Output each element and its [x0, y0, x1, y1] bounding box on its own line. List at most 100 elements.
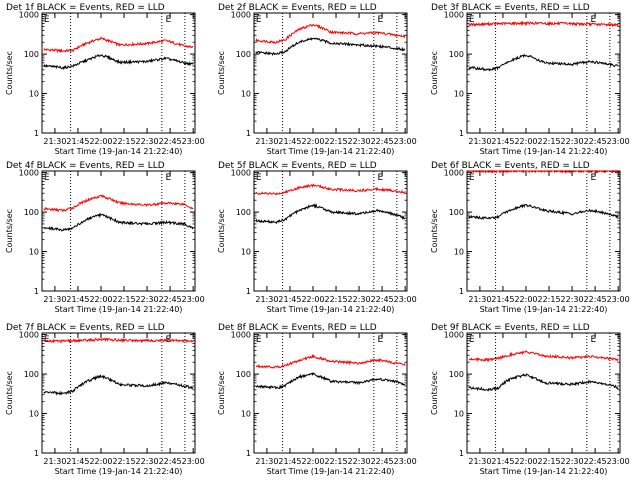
- x-tick-label: 23:00: [394, 457, 417, 466]
- x-tick-label: 22:00: [514, 457, 537, 466]
- plot-frame: [41, 12, 196, 134]
- x-tick-label: 21:30: [468, 295, 491, 304]
- y-axis-label: Counts/sec: [217, 371, 226, 415]
- x-tick-label: 21:45: [66, 457, 89, 466]
- x-tick-label: 22:45: [584, 295, 607, 304]
- y-axis-label: Counts/sec: [217, 209, 226, 253]
- event-marker-label: E: [44, 335, 50, 345]
- chart-panel-1: Det 1f BLACK = Events, RED = LLD Counts/s…: [5, 3, 205, 156]
- x-tick-label: 22:00: [301, 457, 324, 466]
- x-axis-label: Start Time (19-Jan-14 21:22:40): [267, 305, 395, 314]
- x-tick-label: 23:00: [182, 137, 205, 146]
- y-tick-label: 1000: [231, 169, 251, 178]
- x-tick-label: 22:15: [112, 137, 135, 146]
- events-series-line: [255, 371, 406, 390]
- chart-panel-8: Det 8f BLACK = Events, RED = LLD Counts/s…: [217, 323, 417, 476]
- x-tick-label: 21:45: [278, 295, 301, 304]
- chart-title: Det 5f BLACK = Events, RED = LLD: [218, 161, 377, 171]
- x-tick-label: 23:00: [394, 295, 417, 304]
- y-tick-label: 1: [34, 287, 39, 296]
- y-axis-label: Counts/sec: [430, 51, 439, 95]
- y-tick-label: 10: [454, 410, 464, 419]
- y-tick-label: 1000: [19, 331, 39, 340]
- y-tick-label: 100: [449, 370, 464, 379]
- lld-series-line: [43, 36, 194, 54]
- x-tick-label: 22:45: [584, 137, 607, 146]
- x-tick-label: 21:30: [43, 457, 66, 466]
- chart-title: Det 9f BLACK = Events, RED = LLD: [431, 323, 590, 333]
- y-tick-label: 1000: [19, 169, 39, 178]
- y-tick-label: 1000: [444, 169, 464, 178]
- chart-panel-4: Det 4f BLACK = Events, RED = LLD Counts/s…: [5, 161, 205, 314]
- lld-series-line: [468, 350, 619, 363]
- chart-title: Det 8f BLACK = Events, RED = LLD: [218, 323, 377, 333]
- y-axis-label: Counts/sec: [217, 51, 226, 95]
- event-marker-label: E: [378, 335, 384, 345]
- y-tick-label: 1000: [444, 331, 464, 340]
- y-tick-label: 1: [246, 287, 251, 296]
- event-marker-label: E: [44, 173, 50, 183]
- x-tick-label: 22:00: [89, 295, 112, 304]
- event-marker-label: E: [256, 15, 262, 25]
- chart-title: Det 1f BLACK = Events, RED = LLD: [6, 3, 165, 13]
- y-tick-label: 1000: [231, 11, 251, 20]
- x-tick-label: 22:45: [584, 457, 607, 466]
- y-tick-label: 1000: [444, 11, 464, 20]
- chart-title: Det 3f BLACK = Events, RED = LLD: [431, 3, 590, 13]
- plot-frame: [253, 170, 408, 292]
- event-marker-label: E: [469, 173, 475, 183]
- lld-series-line: [255, 353, 406, 369]
- x-tick-label: 21:30: [43, 137, 66, 146]
- y-tick-label: 10: [29, 410, 39, 419]
- x-tick-label: 22:15: [112, 457, 135, 466]
- y-tick-label: 1: [459, 449, 464, 458]
- plot-frame: [466, 332, 621, 454]
- x-tick-label: 23:00: [607, 295, 630, 304]
- x-axis-label: Start Time (19-Jan-14 21:22:40): [55, 305, 183, 314]
- x-tick-label: 22:15: [112, 295, 135, 304]
- lld-series-line: [468, 169, 619, 174]
- event-marker-label: E: [166, 173, 172, 183]
- y-tick-label: 100: [24, 50, 39, 59]
- x-tick-label: 22:00: [301, 137, 324, 146]
- y-tick-label: 10: [241, 90, 251, 99]
- event-marker-label: E: [256, 335, 262, 345]
- y-tick-label: 10: [241, 248, 251, 257]
- y-tick-label: 100: [24, 370, 39, 379]
- y-axis-label: Counts/sec: [5, 371, 14, 415]
- x-tick-label: 22:00: [89, 457, 112, 466]
- lld-series-line: [43, 194, 194, 213]
- chart-panel-7: Det 7f BLACK = Events, RED = LLD Counts/s…: [5, 323, 205, 476]
- x-tick-label: 21:30: [255, 295, 278, 304]
- chart-title: Det 2f BLACK = Events, RED = LLD: [218, 3, 377, 13]
- y-tick-label: 100: [236, 208, 251, 217]
- x-tick-label: 22:30: [348, 295, 371, 304]
- x-tick-label: 23:00: [182, 295, 205, 304]
- x-tick-label: 23:00: [394, 137, 417, 146]
- x-tick-label: 22:30: [136, 457, 159, 466]
- event-marker-label: E: [469, 15, 475, 25]
- plot-frame: [41, 170, 196, 292]
- x-tick-label: 21:45: [66, 295, 89, 304]
- y-tick-label: 1: [246, 129, 251, 138]
- event-marker-label: E: [166, 15, 172, 25]
- plot-frame: [466, 12, 621, 134]
- events-series-line: [468, 203, 619, 221]
- y-tick-label: 1: [459, 287, 464, 296]
- events-series-line: [43, 374, 194, 396]
- y-tick-label: 1: [34, 449, 39, 458]
- x-tick-label: 22:15: [537, 457, 560, 466]
- plot-frame: [41, 332, 196, 454]
- y-axis-label: Counts/sec: [430, 371, 439, 415]
- plot-frame: [253, 332, 408, 454]
- y-tick-label: 100: [236, 370, 251, 379]
- y-tick-label: 100: [24, 208, 39, 217]
- x-axis-label: Start Time (19-Jan-14 21:22:40): [480, 147, 608, 156]
- chart-title: Det 4f BLACK = Events, RED = LLD: [6, 161, 165, 171]
- lld-series-line: [468, 20, 619, 28]
- x-axis-label: Start Time (19-Jan-14 21:22:40): [55, 147, 183, 156]
- event-marker-label: E: [378, 173, 384, 183]
- x-axis-label: Start Time (19-Jan-14 21:22:40): [267, 467, 395, 476]
- chart-panel-2: Det 2f BLACK = Events, RED = LLD Counts/s…: [217, 3, 417, 156]
- x-tick-label: 22:00: [89, 137, 112, 146]
